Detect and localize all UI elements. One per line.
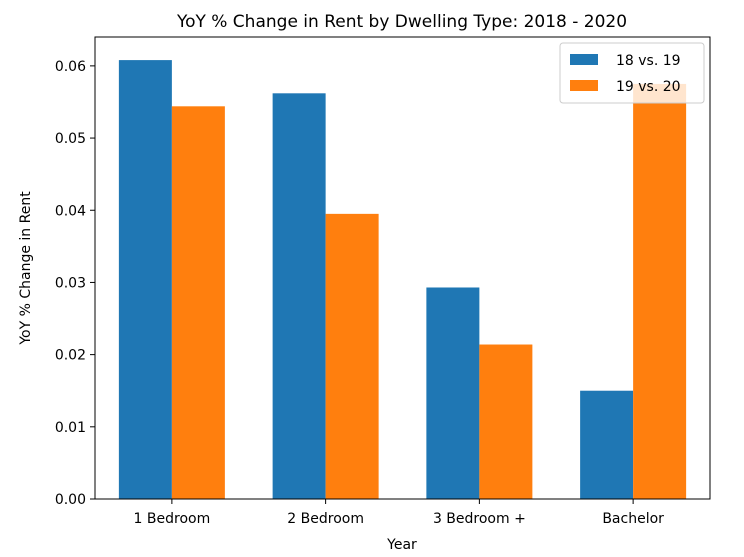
bar-3-bedroom-19-vs-20 (479, 344, 533, 499)
chart-title: YoY % Change in Rent by Dwelling Type: 2… (176, 12, 627, 32)
legend-label-19-vs-20: 19 vs. 20 (616, 79, 681, 95)
y-tick-label-1: 0.01 (55, 420, 86, 436)
y-tick-label-0: 0.00 (55, 492, 86, 508)
y-axis: 0.00 0.01 0.02 0.03 0.04 0.05 0.06 (55, 59, 95, 508)
legend-label-18-vs-19: 18 vs. 19 (616, 53, 681, 69)
bar-1-bedroom-19-vs-20 (171, 106, 225, 500)
plot-frame (94, 36, 711, 500)
x-tick-label-2-bedroom: 2 Bedroom (287, 511, 364, 527)
y-tick-label-3: 0.03 (55, 275, 86, 291)
y-tick-label-2: 0.02 (55, 348, 86, 364)
x-tick-label-1-bedroom: 1 Bedroom (134, 511, 211, 527)
bar-3-bedroom-18-vs-19 (426, 287, 480, 499)
plot-area (118, 60, 687, 500)
y-tick-label-5: 0.05 (55, 131, 86, 147)
legend-swatch-18-vs-19 (570, 54, 598, 65)
y-tick-label-6: 0.06 (55, 59, 86, 75)
bar-1-bedroom-18-vs-19 (118, 60, 172, 499)
x-axis: 1 Bedroom 2 Bedroom 3 Bedroom + Bachelor (134, 499, 664, 527)
legend-swatch-19-vs-20 (570, 80, 598, 91)
bar-bachelor-18-vs-19 (580, 390, 634, 499)
x-tick-label-bachelor: Bachelor (602, 511, 664, 527)
x-axis-label: Year (386, 537, 417, 553)
y-tick-label-4: 0.04 (55, 203, 86, 219)
y-axis-label: YoY % Change in Rent (18, 191, 34, 346)
bar-2-bedroom-19-vs-20 (325, 213, 379, 499)
legend: 18 vs. 19 19 vs. 20 (559, 42, 705, 104)
bar-bachelor-19-vs-20 (633, 83, 687, 499)
bar-2-bedroom-18-vs-19 (272, 93, 326, 500)
x-tick-label-3-bedroom: 3 Bedroom + (433, 511, 526, 527)
